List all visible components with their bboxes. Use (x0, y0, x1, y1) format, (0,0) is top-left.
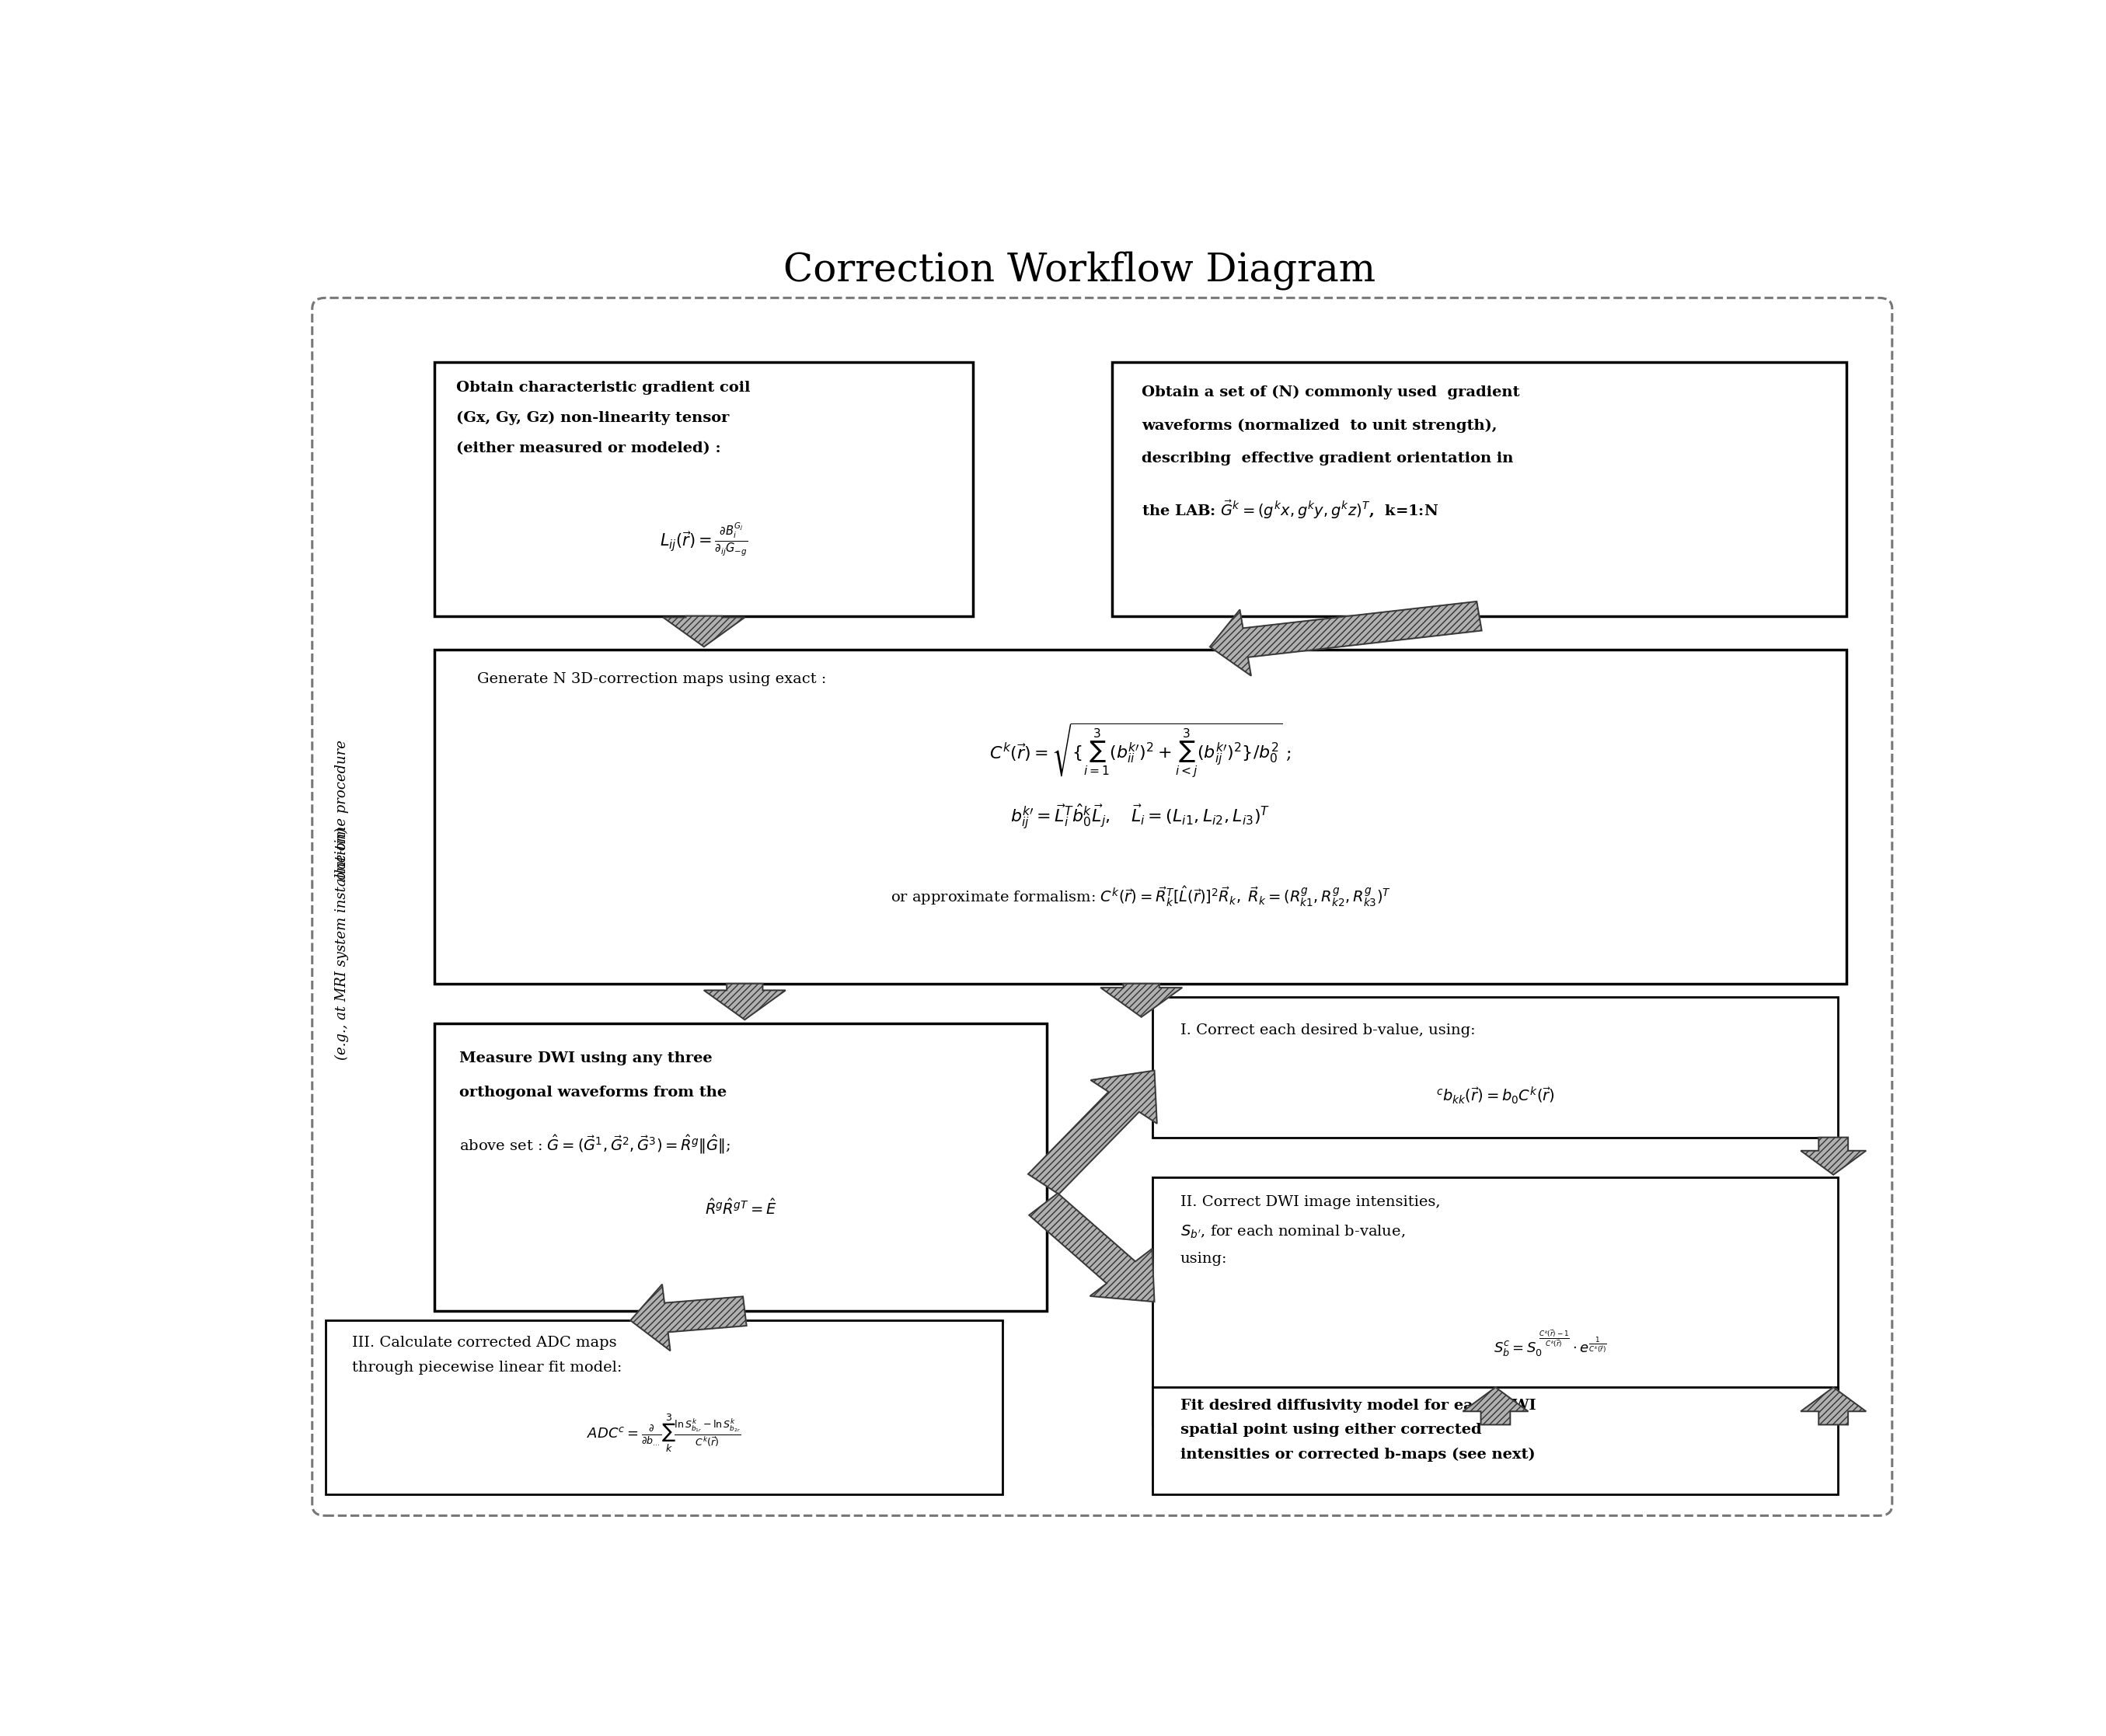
Text: (either measured or modeled) :: (either measured or modeled) : (457, 441, 720, 455)
Text: one-time procedure: one-time procedure (335, 740, 350, 880)
Text: (e.g., at MRI system installation): (e.g., at MRI system installation) (335, 826, 350, 1061)
Text: (Gx, Gy, Gz) non-linearity tensor: (Gx, Gy, Gz) non-linearity tensor (457, 411, 729, 425)
FancyArrow shape (1801, 1137, 1866, 1175)
FancyArrow shape (1101, 984, 1181, 1017)
FancyBboxPatch shape (1152, 1177, 1839, 1425)
Text: Correction Workflow Diagram: Correction Workflow Diagram (783, 252, 1375, 290)
Text: Obtain characteristic gradient coil: Obtain characteristic gradient coil (457, 380, 750, 394)
Text: III. Calculate corrected ADC maps: III. Calculate corrected ADC maps (352, 1337, 617, 1351)
Text: II. Correct DWI image intensities,: II. Correct DWI image intensities, (1179, 1194, 1441, 1210)
FancyBboxPatch shape (434, 363, 973, 616)
Text: $C^k(\vec{r}) = \sqrt{\{\sum_{i=1}^{3}(b_{ii}^{k\prime})^2 + \sum_{i<j}^{3}(b_{i: $C^k(\vec{r}) = \sqrt{\{\sum_{i=1}^{3}(b… (990, 720, 1291, 778)
Text: $S_{b^{\prime}}$, for each nominal b-value,: $S_{b^{\prime}}$, for each nominal b-val… (1179, 1224, 1405, 1240)
FancyArrow shape (703, 984, 786, 1019)
Text: the LAB: $\vec{G}^k=(g^kx,g^ky, g^kz)^T$,  k=1:N: the LAB: $\vec{G}^k=(g^kx,g^ky, g^kz)^T$… (1141, 498, 1438, 521)
Text: through piecewise linear fit model:: through piecewise linear fit model: (352, 1361, 621, 1375)
Text: Obtain a set of (N) commonly used  gradient: Obtain a set of (N) commonly used gradie… (1141, 385, 1518, 399)
FancyArrow shape (630, 1285, 746, 1351)
FancyBboxPatch shape (434, 649, 1847, 984)
Text: $\hat{R}^g\hat{R}^{gT} = \hat{E}$: $\hat{R}^g\hat{R}^{gT} = \hat{E}$ (706, 1198, 777, 1217)
Text: or approximate formalism: $C^k(\vec{r}) = \vec{R}_k^T[\hat{L}(\vec{r})]^2\vec{R}: or approximate formalism: $C^k(\vec{r}) … (891, 885, 1390, 908)
Text: Generate N 3D-correction maps using exact :: Generate N 3D-correction maps using exac… (476, 672, 826, 686)
Text: $^cb_{kk}(\vec{r}) = b_0 C^k(\vec{r})$: $^cb_{kk}(\vec{r}) = b_0 C^k(\vec{r})$ (1436, 1085, 1554, 1106)
FancyArrow shape (1030, 1193, 1154, 1302)
Text: $b_{ij}^{k\prime} = \vec{L}_i^T \hat{b}_0^k \vec{L}_j, \quad \vec{L}_i = (L_{i1}: $b_{ij}^{k\prime} = \vec{L}_i^T \hat{b}_… (1011, 802, 1270, 832)
FancyBboxPatch shape (324, 1321, 1002, 1495)
FancyArrow shape (1209, 601, 1483, 675)
Text: spatial point using either corrected: spatial point using either corrected (1179, 1424, 1481, 1437)
Text: waveforms (normalized  to unit strength),: waveforms (normalized to unit strength), (1141, 418, 1497, 432)
FancyBboxPatch shape (1112, 363, 1847, 616)
Text: $ADC^c = \frac{\partial}{\partial b_{\ldots}} \sum_k^3 \frac{\ln S_{b_{1r}}^k - : $ADC^c = \frac{\partial}{\partial b_{\ld… (588, 1413, 741, 1455)
Text: using:: using: (1179, 1252, 1228, 1266)
Text: describing  effective gradient orientation in: describing effective gradient orientatio… (1141, 451, 1512, 465)
FancyArrow shape (1028, 1071, 1156, 1194)
Text: Measure DWI using any three: Measure DWI using any three (459, 1052, 712, 1066)
FancyBboxPatch shape (1152, 996, 1839, 1137)
FancyBboxPatch shape (434, 1024, 1047, 1311)
Text: above set : $\hat{G} = (\vec{G}^1,\vec{G}^2,\vec{G}^3)=\hat{R}^g\|\hat{G}\|$;: above set : $\hat{G} = (\vec{G}^1,\vec{G… (459, 1134, 731, 1156)
Text: I. Correct each desired b-value, using:: I. Correct each desired b-value, using: (1179, 1024, 1474, 1038)
Text: $S_b^c = S_0^{\;\frac{C^k(\vec{r})-1}{C^k(\vec{r})}} \cdot e^{\frac{1}{C^k(\vec{: $S_b^c = S_0^{\;\frac{C^k(\vec{r})-1}{C^… (1493, 1328, 1607, 1358)
Text: orthogonal waveforms from the: orthogonal waveforms from the (459, 1085, 727, 1099)
FancyArrow shape (1801, 1387, 1866, 1425)
Text: Fit desired diffusivity model for each DWI: Fit desired diffusivity model for each D… (1179, 1399, 1535, 1413)
FancyArrow shape (1464, 1387, 1529, 1425)
FancyBboxPatch shape (1152, 1387, 1839, 1495)
Text: intensities or corrected b-maps (see next): intensities or corrected b-maps (see nex… (1179, 1448, 1535, 1462)
Text: $L_{ij}(\vec{r}) = \frac{\partial B_i^{G_j}}{\partial_{ij} G_{-g}}$: $L_{ij}(\vec{r}) = \frac{\partial B_i^{G… (659, 521, 748, 559)
FancyArrow shape (663, 616, 746, 648)
